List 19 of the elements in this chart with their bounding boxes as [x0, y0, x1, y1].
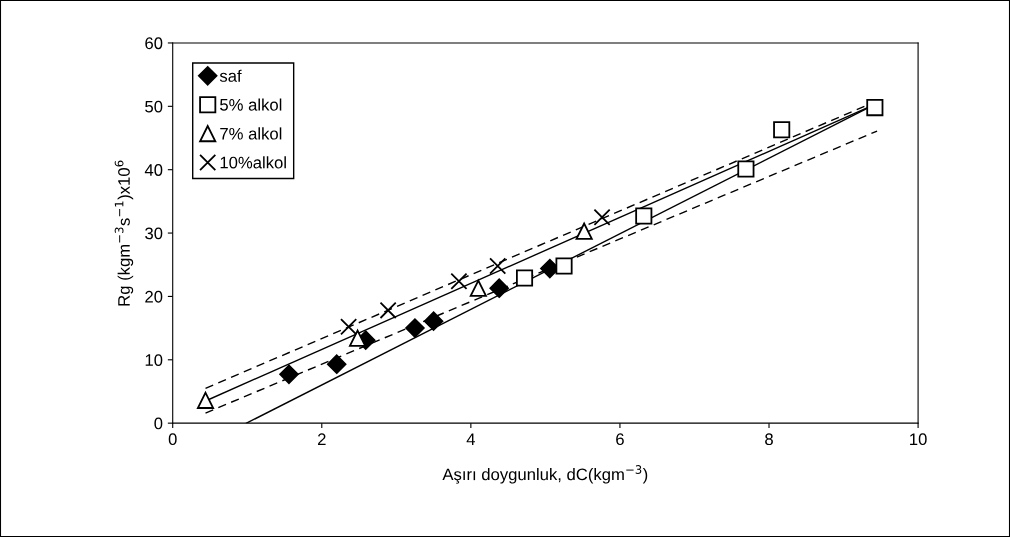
x-tick-label: 10: [910, 433, 927, 446]
x-axis-title: Aşırı doygunluk, dC(kgm$^{−3}$): [442, 465, 648, 484]
y-tick-label: 30: [145, 227, 163, 240]
y-tick-label: 60: [145, 37, 163, 50]
y-tick-label: 50: [145, 100, 163, 113]
legend-label: 10%alkol: [220, 156, 286, 169]
y-tick-label: 40: [144, 164, 163, 176]
x-tick-label: 8: [765, 433, 773, 446]
legend-label: 7% alkol: [220, 127, 282, 140]
y-tick-label: 0: [154, 417, 163, 430]
y-tick-label: 10: [145, 354, 163, 366]
x-tick-label: 0: [168, 433, 177, 446]
y-axis-title: Rg (kgm$^{−3}$s$^{−1}$)x10$^{6}$: [114, 160, 134, 306]
legend-label: saf: [219, 69, 242, 82]
x-tick-label: 2: [317, 433, 326, 445]
x-tick-label: 6: [616, 433, 624, 446]
legend-label: 5% alkol: [220, 98, 282, 111]
y-tick-label: 20: [145, 290, 163, 303]
x-tick-label: 4: [466, 433, 476, 445]
